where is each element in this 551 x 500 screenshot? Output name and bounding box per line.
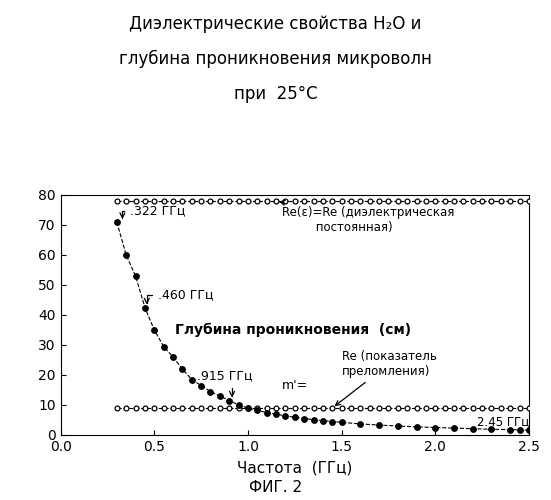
Text: Диэлектрические свойства H₂O и: Диэлектрические свойства H₂O и <box>129 15 422 33</box>
Text: .460 ГГц: .460 ГГц <box>144 288 214 304</box>
Text: Глубина проникновения  (см): Глубина проникновения (см) <box>175 323 411 337</box>
Text: Re (показатель
преломления): Re (показатель преломления) <box>336 350 436 406</box>
X-axis label: Частота  (ГГц): Частота (ГГц) <box>237 461 353 476</box>
Text: Re(ε)=Re (диэлектрическая
         постоянная): Re(ε)=Re (диэлектрическая постоянная) <box>280 200 454 234</box>
Text: 2.45 ГГц: 2.45 ГГц <box>477 415 529 428</box>
Text: ФИГ. 2: ФИГ. 2 <box>249 480 302 495</box>
Text: .915 ГГц: .915 ГГц <box>197 370 253 396</box>
Text: глубина проникновения микроволн: глубина проникновения микроволн <box>119 50 432 68</box>
Text: .322 ГГц: .322 ГГц <box>120 204 185 218</box>
Text: при  25°C: при 25°C <box>234 85 317 103</box>
Text: m'=: m'= <box>282 379 308 392</box>
